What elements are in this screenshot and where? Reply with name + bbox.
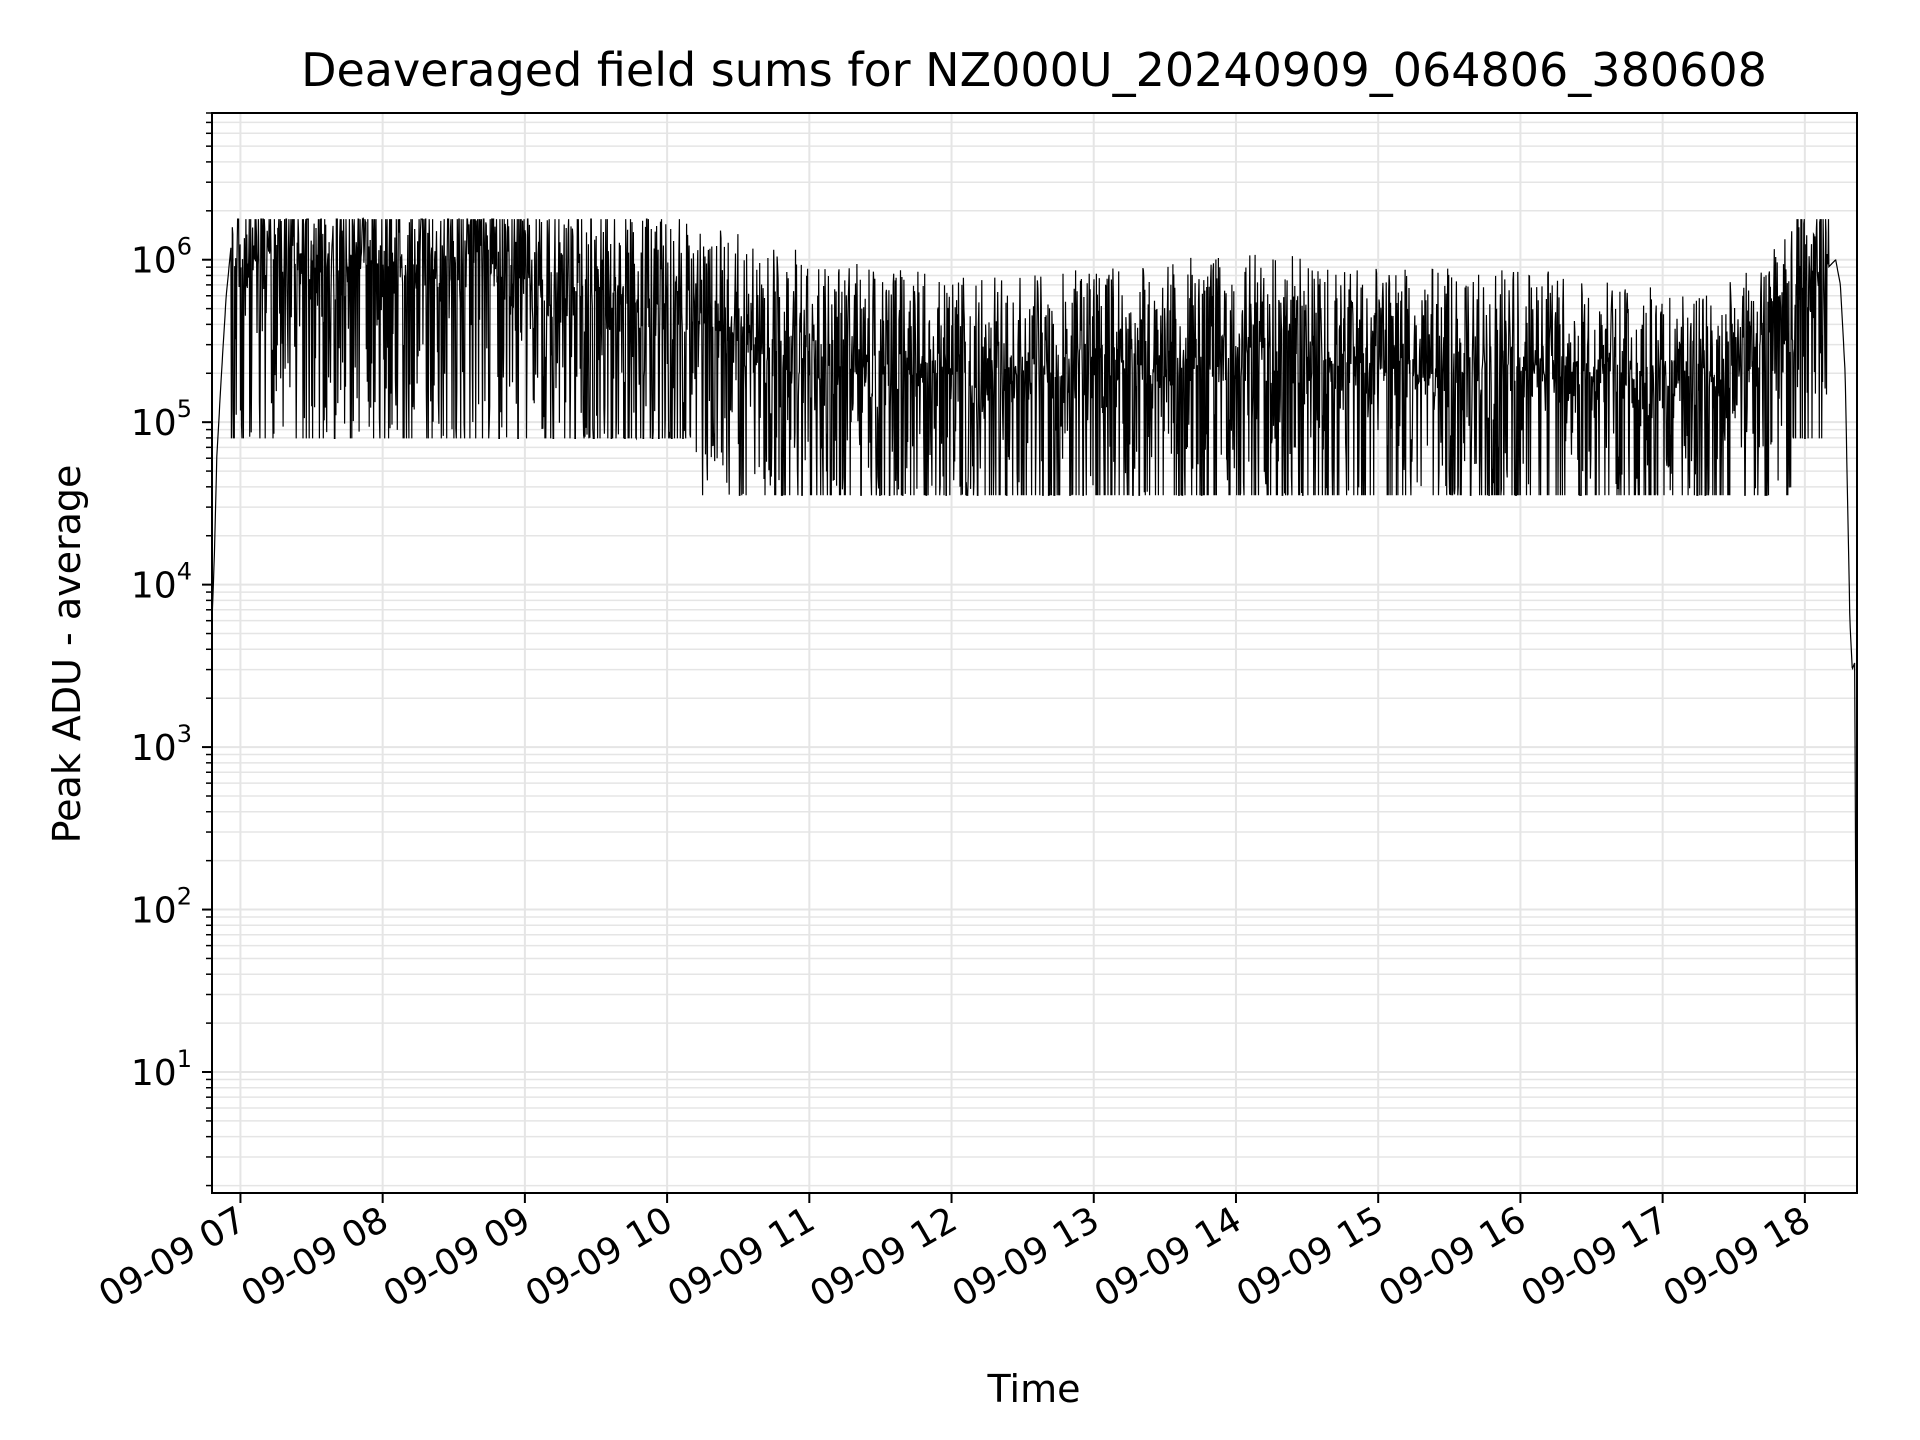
y-tick-label: 105 <box>131 395 192 444</box>
y-tick-label: 102 <box>131 883 192 932</box>
y-tick-label: 103 <box>131 720 192 769</box>
y-axis-label: Peak ADU - average <box>45 465 89 844</box>
y-tick-label: 104 <box>131 558 192 607</box>
x-axis-label: Time <box>987 1367 1081 1411</box>
series-line <box>211 216 1858 1141</box>
chart-title: Deaveraged field sums for NZ000U_2024090… <box>301 43 1767 97</box>
y-tick-label: 101 <box>131 1045 192 1094</box>
y-tick-label: 106 <box>131 233 192 282</box>
y-axis: 101 102 103 104 105 106 <box>131 112 212 1187</box>
plot-frame <box>211 112 1858 1194</box>
data-layer <box>211 216 1858 1141</box>
